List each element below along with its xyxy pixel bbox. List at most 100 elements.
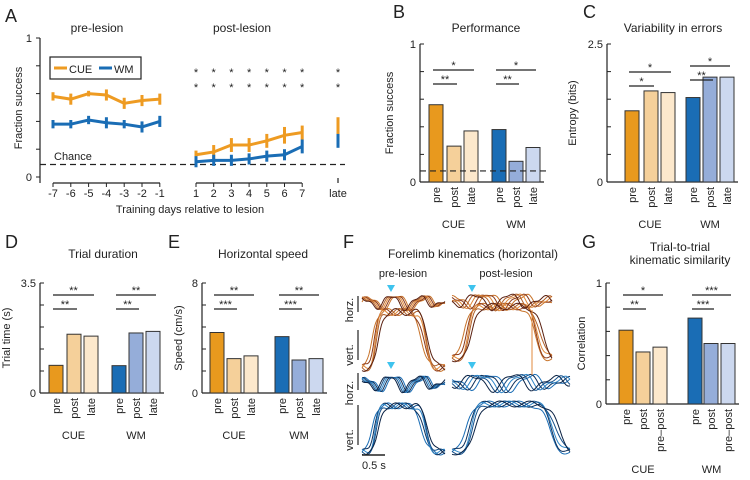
significance-star: * — [247, 82, 252, 94]
kinematic-trace — [361, 308, 446, 372]
x-tick-label: 1 — [193, 188, 199, 200]
x-tick-label: pre — [431, 187, 443, 203]
bar-cue-post — [643, 90, 659, 183]
significance-star: * — [336, 67, 341, 79]
group-label-cue: CUE — [442, 219, 465, 231]
bar-wm-post — [291, 359, 307, 394]
x-tick-label: -3 — [119, 188, 129, 200]
x-axis-label: Training days relative to lesion — [116, 204, 264, 216]
significance-star: * — [265, 67, 270, 79]
kinematic-trace — [451, 374, 571, 394]
bar-wm-post — [508, 160, 524, 183]
bar-wm-pre — [687, 317, 703, 405]
group-label-cue: CUE — [638, 219, 661, 231]
kinematic-trace — [451, 293, 553, 312]
bar-wm-pre–post — [720, 343, 736, 405]
bar-wm-pre — [274, 336, 290, 394]
x-tick-label: -2 — [137, 188, 147, 200]
significance-stars: *** — [705, 285, 719, 297]
kinematic-trace — [451, 373, 571, 394]
significance-stars: * — [648, 62, 653, 74]
row-label: vert. — [344, 429, 356, 450]
kinematic-trace — [451, 302, 553, 362]
group-label-cue: CUE — [62, 430, 85, 442]
bar-cue-late — [83, 335, 99, 394]
y-axis-label: Speed (cm/s) — [173, 305, 185, 370]
y-tick-label: 0 — [30, 388, 36, 400]
y-axis-label: Fraction success — [384, 71, 396, 154]
kinematic-trace — [361, 375, 446, 394]
legend-label-cue: CUE — [69, 64, 92, 76]
x-tick-label: late — [86, 398, 98, 416]
y-tick-label: 8 — [192, 278, 198, 290]
y-tick-label: 0 — [596, 399, 602, 411]
x-tick-label: pre — [114, 398, 126, 414]
kinematic-trace — [361, 295, 446, 312]
bar-wm-late — [308, 358, 324, 394]
kinematic-trace — [361, 375, 446, 393]
bar-cue-late — [463, 130, 479, 183]
y-axis-label: Trial time (s) — [1, 308, 13, 369]
significance-star: * — [300, 67, 305, 79]
x-tick-label: pre — [212, 398, 224, 414]
y-tick-label: 3.5 — [21, 278, 36, 290]
group-label-wm: WM — [506, 219, 526, 231]
x-tick-label: late — [663, 187, 675, 205]
significance-stars: ** — [123, 299, 132, 311]
x-tick-label: post — [449, 187, 461, 208]
significance-stars: ** — [697, 70, 706, 82]
row-label: horz. — [344, 298, 356, 322]
x-tick-label: late — [148, 398, 160, 416]
significance-stars: ** — [132, 285, 141, 297]
time-scale-label: 0.5 s — [362, 460, 386, 472]
y-tick-label: 1 — [26, 33, 32, 45]
significance-star: * — [229, 67, 234, 79]
x-tick-label: -1 — [155, 188, 165, 200]
significance-stars: ** — [630, 299, 639, 311]
x-tick-label: pre — [494, 187, 506, 203]
panel-label-g: G — [582, 232, 596, 252]
group-label-wm: WM — [126, 430, 146, 442]
x-tick-label: post — [646, 187, 658, 208]
cue-onset-marker-icon — [468, 362, 476, 369]
heading-post-lesion: post-lesion — [213, 21, 271, 35]
kinematic-trace — [361, 295, 446, 312]
significance-star: * — [194, 82, 199, 94]
panel-title-d: Trial duration — [68, 247, 138, 261]
x-tick-label: late — [311, 398, 323, 416]
kinematic-trace — [361, 402, 446, 456]
x-tick-label: late — [466, 187, 478, 205]
kinematic-trace — [451, 293, 553, 311]
significance-stars: ** — [230, 285, 239, 297]
x-tick-label: post — [638, 409, 650, 430]
x-tick-label: pre — [688, 187, 700, 203]
significance-star: * — [212, 67, 217, 79]
x-tick-label: -6 — [66, 188, 76, 200]
kinematic-trace — [361, 307, 446, 371]
kinematic-trace — [361, 375, 446, 394]
panel-title-g: Trial-to-trial — [650, 240, 710, 254]
x-tick-label: post — [706, 409, 718, 430]
group-label-cue: CUE — [222, 430, 245, 442]
x-tick-label: -4 — [102, 188, 112, 200]
kinematic-trace — [451, 373, 571, 394]
row-label: vert. — [344, 344, 356, 365]
panel-title-e: Horizontal speed — [218, 247, 308, 261]
kinematic-trace — [361, 295, 446, 312]
x-tick-label: post — [511, 187, 523, 208]
significance-star: * — [194, 67, 199, 79]
bar-cue-post — [446, 145, 462, 183]
kinematic-trace — [451, 400, 571, 455]
bar-wm-post — [702, 76, 718, 183]
significance-star: * — [282, 82, 287, 94]
significance-stars: ** — [295, 285, 304, 297]
bar-wm-post — [703, 343, 719, 405]
cue-onset-marker-icon — [387, 285, 395, 292]
panel-label-b: B — [393, 2, 405, 22]
kinematic-trace — [361, 308, 446, 372]
significance-stars: ** — [441, 74, 450, 86]
significance-stars: *** — [219, 299, 233, 311]
x-tick-label: post — [131, 398, 143, 419]
significance-stars: * — [641, 285, 646, 297]
